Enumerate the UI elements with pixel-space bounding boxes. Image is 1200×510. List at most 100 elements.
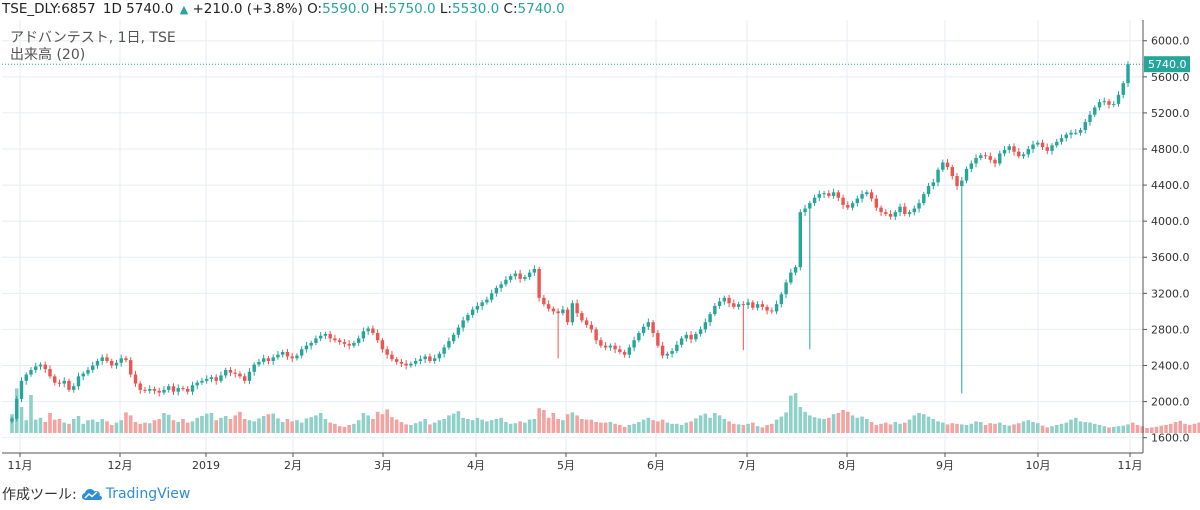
price-tick-label: 5600.0	[1151, 71, 1190, 84]
volume-bar	[546, 417, 551, 433]
volume-bar	[527, 419, 532, 433]
volume-bar	[760, 427, 765, 433]
candle-body	[993, 159, 997, 164]
volume-bar	[584, 419, 589, 433]
volume-bar	[675, 423, 679, 433]
tradingview-brand: TradingView	[105, 486, 191, 502]
cloud-logo-icon	[81, 489, 102, 500]
candle-body	[1055, 141, 1059, 146]
volume-bar	[651, 420, 655, 433]
candle-body	[371, 328, 375, 334]
volume-bar	[950, 423, 955, 433]
volume-bar	[43, 422, 48, 433]
volume-bar	[1002, 425, 1007, 433]
candle-body	[224, 370, 228, 376]
volume-bar	[969, 423, 974, 433]
candle-body	[428, 356, 432, 361]
made-with-label: 作成ツール:	[2, 487, 77, 503]
candle-body	[423, 356, 427, 360]
interval[interactable]: 1D	[102, 1, 122, 17]
volume-bar	[708, 417, 712, 433]
candle-body	[57, 382, 62, 384]
volume-bar	[138, 423, 143, 433]
candle-body	[333, 338, 337, 341]
candle-body	[100, 357, 104, 361]
volume-bar	[779, 416, 784, 433]
volume-bar	[755, 426, 760, 433]
volume-bar	[594, 422, 598, 433]
volume-bar	[19, 407, 24, 433]
candle-body	[798, 212, 803, 268]
candle-body	[385, 349, 389, 355]
candle-body	[133, 374, 138, 384]
candle-body	[238, 373, 242, 377]
candle-body	[903, 206, 907, 214]
volume-bar	[537, 408, 541, 433]
candle-body	[489, 293, 494, 300]
volume-bar	[342, 426, 347, 433]
candle-body	[751, 302, 755, 308]
volume-bar	[898, 423, 902, 433]
candle-body	[656, 333, 660, 346]
candle-body	[713, 305, 717, 315]
candle-body	[499, 284, 503, 288]
volume-bar	[646, 417, 651, 433]
volume-bar	[90, 419, 95, 433]
volume-bar	[1187, 425, 1192, 433]
candle-body	[637, 333, 641, 341]
symbol-name[interactable]: TSE_DLY:6857	[2, 1, 96, 17]
last-price-badge	[1144, 56, 1190, 73]
volume-bar	[694, 418, 698, 433]
candle-body	[931, 182, 935, 186]
volume-bar	[570, 412, 575, 433]
volume-bar	[926, 416, 931, 433]
candle-body	[380, 340, 385, 350]
candle-body	[998, 153, 1002, 164]
candle-body	[347, 343, 351, 346]
candle-body	[945, 162, 950, 168]
volume-bar	[770, 423, 774, 433]
volume-bar	[71, 419, 76, 433]
candle-body	[399, 361, 404, 364]
volume-bar	[1078, 421, 1083, 433]
price-tick-label: 2000.0	[1151, 396, 1190, 409]
candle-body	[741, 304, 746, 306]
candle-body	[1012, 146, 1016, 152]
tradingview-link[interactable]: TradingView	[81, 486, 191, 502]
volume-bar	[622, 426, 627, 433]
candle-body	[708, 314, 712, 323]
candle-body	[342, 342, 347, 344]
candle-body	[575, 303, 579, 314]
candle-body	[584, 320, 589, 325]
volume-bar	[409, 425, 413, 433]
volume-bar	[214, 420, 219, 433]
candle-body	[556, 311, 560, 314]
candle-body	[941, 162, 945, 170]
candle-body	[865, 192, 869, 195]
volume-bar	[808, 415, 812, 433]
candle-body	[91, 365, 95, 371]
candle-body	[580, 313, 584, 321]
candle-body	[404, 363, 408, 366]
volume-bar	[865, 419, 869, 433]
candle-body	[675, 344, 679, 352]
volume-bar	[793, 393, 798, 433]
candle-body	[10, 418, 14, 422]
candle-body	[114, 362, 119, 366]
volume-bar	[399, 422, 404, 433]
volume-bar	[746, 423, 750, 433]
volume-legend[interactable]: 出来高 (20)	[10, 47, 86, 63]
study-legend-title[interactable]: アドバンテスト, 1日, TSE	[10, 30, 176, 46]
time-tick-label: 5月	[557, 459, 575, 472]
volume-bar	[903, 422, 907, 433]
candle-body	[209, 377, 214, 380]
candle-body	[1078, 130, 1083, 133]
volume-bar	[888, 424, 893, 433]
candle-body	[148, 388, 152, 391]
volume-bar	[485, 421, 489, 433]
volume-bar	[489, 420, 494, 433]
volume-bar	[299, 422, 304, 433]
volume-bar	[499, 417, 503, 433]
volume-bar	[974, 421, 978, 433]
candle-body	[964, 168, 969, 181]
